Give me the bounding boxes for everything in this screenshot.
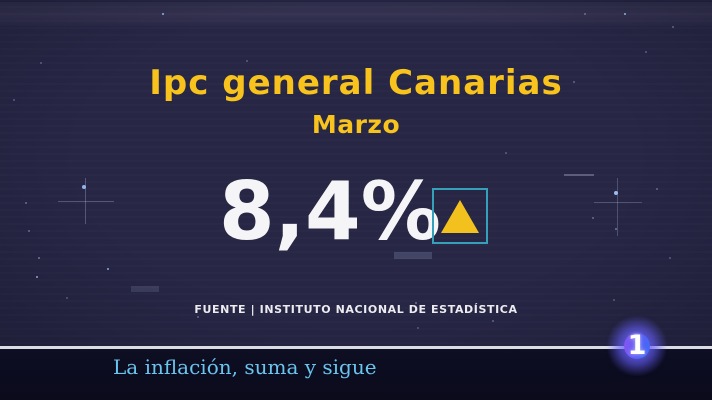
channel-logo-number: 1 (627, 330, 647, 361)
crosshair-decoration (85, 178, 86, 224)
crosshair-decoration (594, 202, 642, 203)
channel-logo-la1: 1 (624, 330, 650, 361)
ipc-value: 8,4% (219, 165, 441, 258)
ticker-divider-line (0, 346, 712, 349)
glitch-dash-decoration (131, 286, 159, 292)
source-attribution: FUENTE | INSTITUTO NACIONAL DE ESTADÍSTI… (194, 303, 518, 316)
crosshair-decoration (58, 201, 114, 202)
ticker-headline: La inflación, suma y sigue (113, 355, 377, 379)
crosshair-decoration (617, 178, 618, 236)
trend-up-indicator (432, 188, 488, 244)
top-band-decoration (0, 0, 712, 26)
page-subtitle: Marzo (311, 110, 401, 139)
triangle-up-icon (441, 199, 479, 233)
starfield-decoration (0, 0, 2, 2)
page-title: Ipc general Canarias (149, 63, 563, 103)
glitch-dash-decoration (564, 174, 594, 176)
ticker-bar (0, 349, 712, 400)
